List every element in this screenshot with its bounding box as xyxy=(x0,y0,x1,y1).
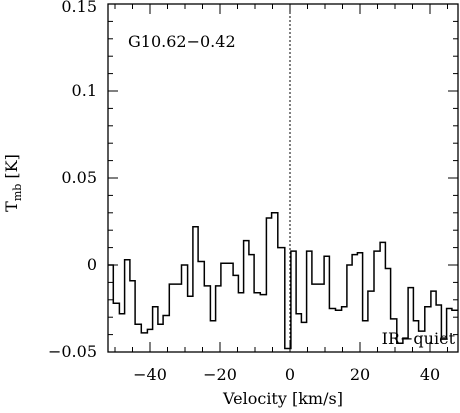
x-tick-label: 0 xyxy=(285,365,295,384)
y-tick-label: 0 xyxy=(87,255,97,274)
x-axis-tick-labels: −40 −20 0 20 40 xyxy=(133,365,440,384)
y-tick-label: 0.05 xyxy=(61,168,97,187)
source-name-annotation: G10.62−0.42 xyxy=(128,32,236,51)
spectrum-series-line xyxy=(108,212,458,350)
y-tick-label: 0.1 xyxy=(72,81,97,100)
y-axis-label: Tmb [K] xyxy=(2,154,24,212)
plot-frame xyxy=(107,3,459,353)
x-tick-label: 40 xyxy=(420,365,440,384)
x-axis-label: Velocity [km/s] xyxy=(222,389,343,408)
y-axis-tick-labels: −0.05 0 0.05 0.1 0.15 xyxy=(48,0,97,361)
x-tick-label: 20 xyxy=(350,365,370,384)
y-tick-label: 0.15 xyxy=(61,0,97,16)
y-axis-label-main: T xyxy=(2,201,21,212)
x-tick-label: −40 xyxy=(133,365,167,384)
y-axis-label-subscript: mb xyxy=(11,184,24,201)
classification-annotation: IR−quiet xyxy=(382,329,456,348)
y-axis-ticks xyxy=(108,3,458,353)
y-tick-label: −0.05 xyxy=(48,342,97,361)
y-axis-label-unit: [K] xyxy=(2,154,21,178)
x-tick-label: −20 xyxy=(203,365,237,384)
x-axis-ticks xyxy=(114,4,448,352)
